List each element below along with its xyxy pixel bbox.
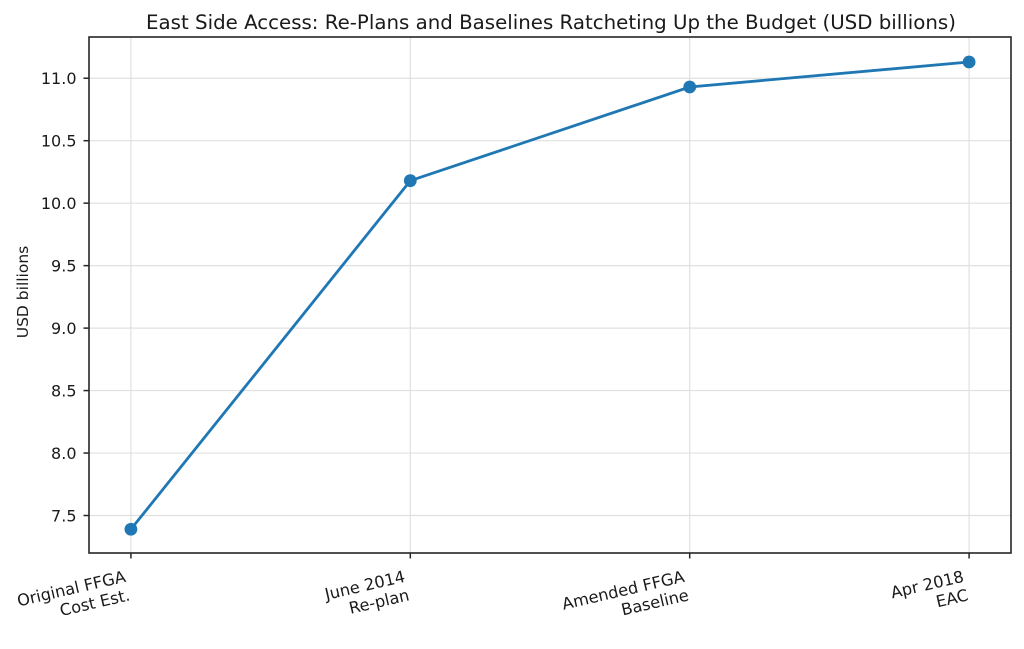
plot-border: [88, 36, 1012, 554]
data-point: [403, 174, 417, 188]
data-point: [683, 80, 697, 94]
y-tick-label: 9.5: [51, 257, 76, 276]
data-point: [124, 522, 138, 536]
data-point: [962, 55, 976, 69]
chart-title: East Side Access: Re-Plans and Baselines…: [146, 11, 956, 34]
axis-layer: 7.5 8.0 8.5 9.0 9.5 10.0 10.5 11.0 Original FFGA…: [15, 36, 1012, 632]
x-tick-label: Amended FFGABaseline: [560, 567, 690, 632]
data-line: [129, 60, 971, 531]
y-tick-label: 11.0: [41, 69, 77, 88]
series-layer: [124, 55, 976, 536]
y-tick-label: 9.0: [51, 319, 76, 338]
y-tick-label: 8.0: [51, 444, 76, 463]
x-tick-label: Original FFGACost Est.: [15, 567, 131, 629]
x-tick-label: Apr 2018EAC: [889, 567, 970, 621]
y-tick-label: 10.5: [41, 132, 77, 151]
y-tick-label: 10.0: [41, 194, 77, 213]
y-tick-label: 8.5: [51, 382, 76, 401]
y-tick-label: 7.5: [51, 507, 76, 526]
y-axis-label: USD billions: [14, 246, 32, 339]
x-tick-label: June 2014Re-plan: [322, 567, 411, 623]
grid-layer: [89, 37, 1011, 553]
